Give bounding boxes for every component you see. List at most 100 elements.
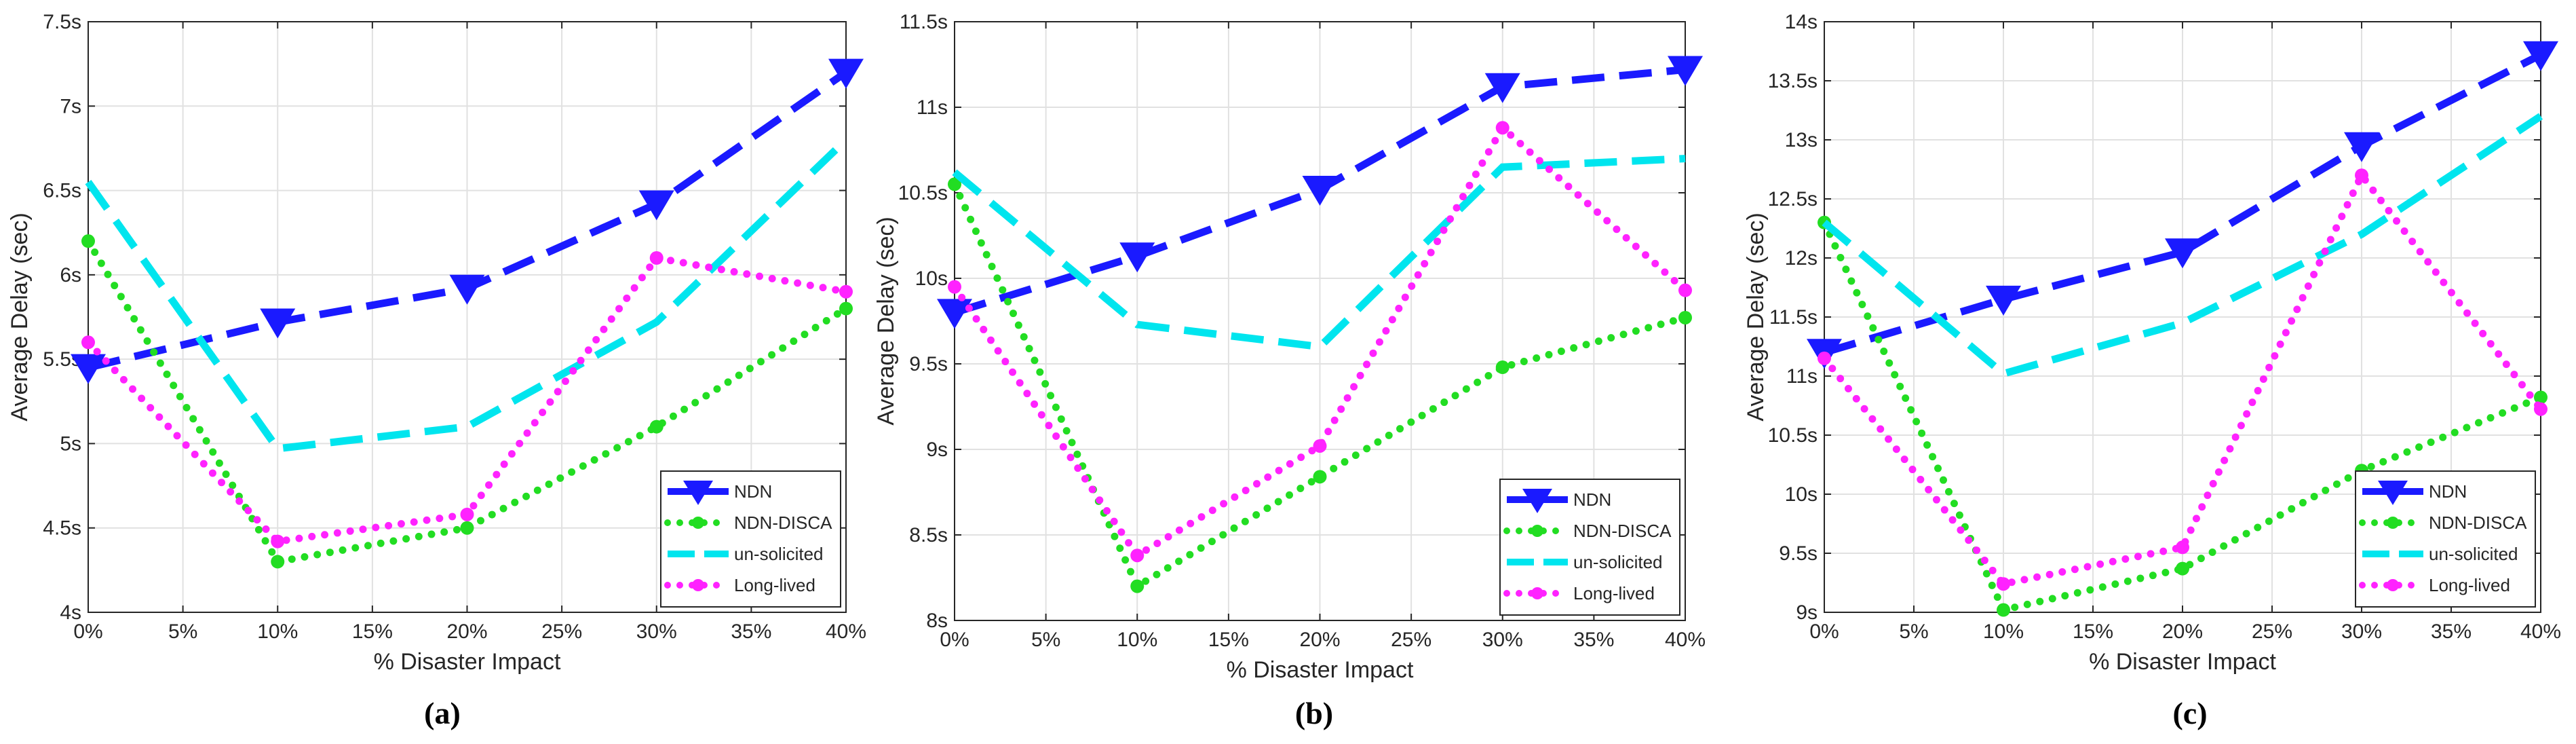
data-point xyxy=(460,521,474,535)
data-point xyxy=(81,234,95,248)
data-point xyxy=(649,420,664,434)
x-tick-label: 35% xyxy=(2431,620,2472,643)
data-point xyxy=(1313,470,1327,484)
data-point xyxy=(638,190,674,221)
panel-caption: (b) xyxy=(1295,696,1333,730)
legend-label: un-solicited xyxy=(2429,544,2518,564)
data-point xyxy=(2534,390,2548,405)
x-tick-label: 25% xyxy=(541,620,582,643)
data-point xyxy=(828,58,864,89)
x-axis-label: % Disaster Impact xyxy=(1227,657,1414,683)
chart-panel-a: 0% 5% 10% 15% 20% 25% 30% 35% 40%4s4.5s5s5.5s6s6… xyxy=(7,11,866,730)
x-tick-label: 25% xyxy=(2252,620,2292,643)
y-tick-label: 4.5s xyxy=(43,517,81,540)
data-point xyxy=(81,335,95,350)
legend-marker xyxy=(692,579,704,591)
data-point xyxy=(460,507,474,521)
x-tick-label: 30% xyxy=(1482,629,1523,651)
x-tick-label: 5% xyxy=(1899,620,1928,643)
x-tick-label: 5% xyxy=(168,620,197,643)
legend-marker xyxy=(2387,517,2399,529)
x-axis-label: % Disaster Impact xyxy=(374,649,561,675)
legend-label: NDN-DISCA xyxy=(734,513,832,533)
series-un-solicited xyxy=(952,155,1686,351)
x-axis-label: % Disaster Impact xyxy=(2089,649,2276,675)
legend-marker xyxy=(2387,579,2399,591)
y-tick-label: 9.5s xyxy=(909,353,948,375)
y-tick-label: 10.5s xyxy=(1768,424,1818,447)
x-tick-label: 20% xyxy=(2162,620,2203,643)
y-tick-label: 13s xyxy=(1785,129,1818,151)
data-point xyxy=(1119,242,1155,273)
chart-panel-c: 0% 5% 10% 15% 20% 25% 30% 35% 40% 9s 9.5s 10s 10.5s 1… xyxy=(1743,11,2561,730)
panel-caption: (a) xyxy=(424,696,461,730)
data-point xyxy=(1986,285,2021,316)
data-point xyxy=(2176,561,2189,576)
x-tick-label: 35% xyxy=(1573,629,1614,651)
legend-label: Long-lived xyxy=(2429,575,2510,595)
legend-marker xyxy=(683,481,713,505)
y-tick-label: 11s xyxy=(1786,365,1818,388)
x-tick-label: 20% xyxy=(446,620,487,643)
series-line xyxy=(950,122,1689,561)
series-line xyxy=(1822,113,2543,378)
y-tick-label: 13.5s xyxy=(1768,70,1818,92)
series-line xyxy=(1820,168,2545,589)
x-tick-label: 10% xyxy=(257,620,298,643)
y-tick-label: 5s xyxy=(60,432,81,455)
series-un-solicited xyxy=(85,137,849,453)
chart-panel-b: 0% 5% 10% 15% 20% 25% 30% 35% 40% 8s 8.5s 9s 9.5s 10s… xyxy=(873,11,1706,730)
data-point xyxy=(271,534,285,548)
series-ndn-disca xyxy=(81,234,853,569)
y-tick-label: 12.5s xyxy=(1768,188,1818,210)
x-tick-label: 10% xyxy=(1983,620,2024,643)
series-line xyxy=(1823,51,2543,356)
legend-label: Long-lived xyxy=(734,575,815,595)
legend-label: NDN-DISCA xyxy=(1573,521,1672,541)
legend-label: NDN xyxy=(734,481,772,502)
y-tick-label: 9.5s xyxy=(1779,542,1818,565)
x-tick-label: 20% xyxy=(1299,629,1340,651)
x-tick-label: 5% xyxy=(1031,629,1060,651)
series-un-solicited xyxy=(1822,113,2543,378)
legend-marker xyxy=(692,517,704,529)
y-tick-label: 14s xyxy=(1785,11,1818,33)
series-long-lived xyxy=(81,251,853,548)
legend-label: NDN xyxy=(2429,481,2467,502)
data-point xyxy=(2176,540,2189,555)
legend-marker xyxy=(2378,481,2408,505)
data-point xyxy=(260,308,296,339)
x-tick-label: 15% xyxy=(352,620,393,643)
y-tick-label: 10s xyxy=(1785,483,1818,506)
data-point xyxy=(2355,168,2368,183)
series-line xyxy=(85,137,849,453)
y-tick-label: 12s xyxy=(1785,247,1818,269)
x-tick-label: 40% xyxy=(2520,620,2561,643)
data-point xyxy=(1302,175,1338,206)
legend-label: NDN xyxy=(1573,489,1611,510)
data-point xyxy=(839,284,853,299)
y-tick-label: 7.5s xyxy=(43,11,81,33)
data-point xyxy=(449,274,485,305)
data-point xyxy=(948,280,961,294)
y-tick-label: 9s xyxy=(926,439,948,461)
legend-label: un-solicited xyxy=(734,544,824,564)
x-tick-label: 40% xyxy=(826,620,866,643)
x-tick-label: 35% xyxy=(731,620,771,643)
legend-marker xyxy=(1522,489,1552,513)
series-ndn-disca xyxy=(948,177,1692,593)
x-tick-label: 0% xyxy=(1809,620,1839,643)
series-long-lived xyxy=(948,121,1692,563)
y-tick-label: 6.5s xyxy=(43,180,81,202)
data-point xyxy=(1668,56,1703,86)
x-tick-label: 30% xyxy=(636,620,677,643)
data-point xyxy=(1997,603,2010,617)
y-tick-label: 8.5s xyxy=(909,524,948,546)
data-point xyxy=(937,299,972,329)
x-tick-label: 40% xyxy=(1665,629,1706,651)
data-point xyxy=(71,354,106,384)
y-tick-label: 7s xyxy=(60,95,81,117)
legend-marker xyxy=(1531,525,1543,537)
legend: NDN NDN-DISCA un-solicited Long-lived xyxy=(1499,479,1680,616)
